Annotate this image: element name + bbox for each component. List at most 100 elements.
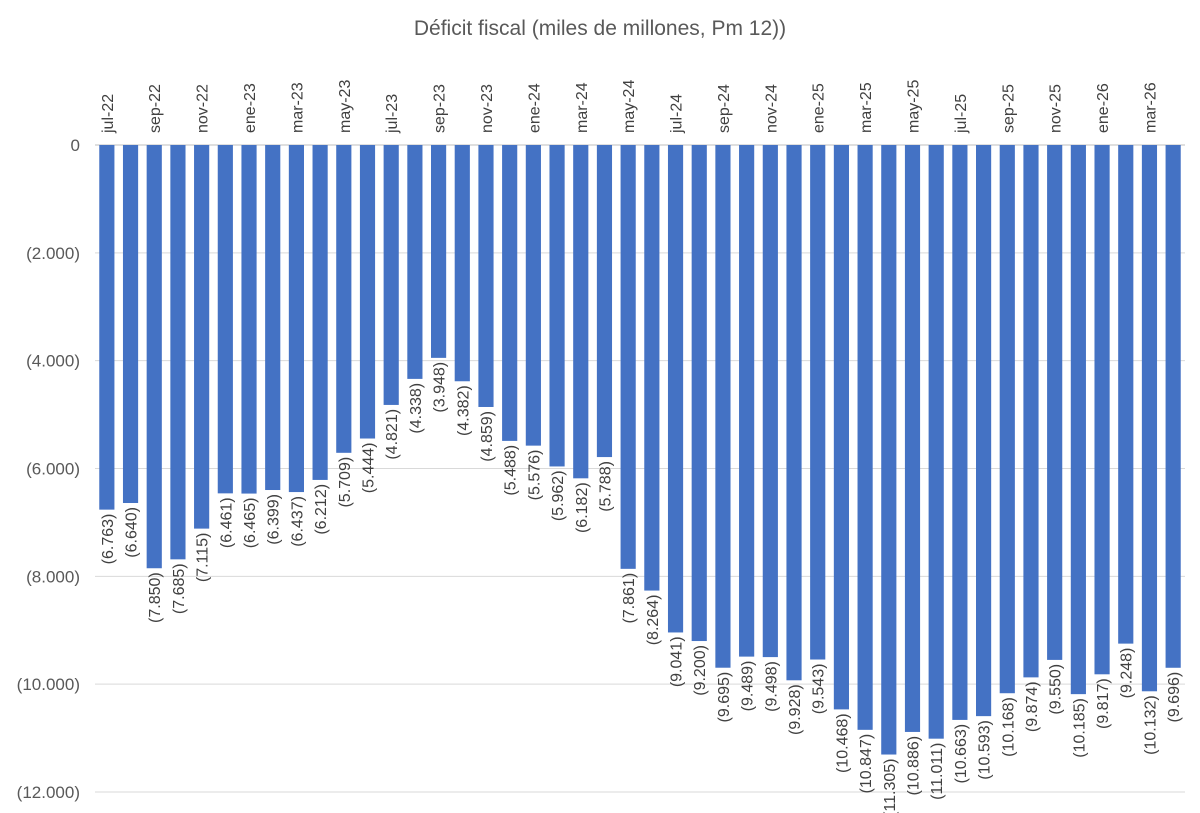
x-tick-label: mar-25 bbox=[858, 82, 875, 133]
y-axis-ticks: 0 (2.000) (4.000) (6.000) (8.000) (10.000) (12… bbox=[17, 136, 80, 802]
x-tick-label: mar-24 bbox=[574, 82, 591, 133]
bar-sep-24 bbox=[715, 145, 731, 668]
bar-feb-23 bbox=[265, 145, 281, 491]
data-label: (6.212) bbox=[313, 484, 330, 535]
data-label: (9.248) bbox=[1119, 648, 1136, 699]
bar-abr-25 bbox=[881, 145, 897, 755]
data-label: (9.695) bbox=[716, 672, 733, 723]
bar-sep-22 bbox=[146, 145, 162, 569]
bar-abr-23 bbox=[312, 145, 328, 480]
x-tick-label: jul-23 bbox=[384, 94, 401, 134]
bar-oct-24 bbox=[739, 145, 755, 657]
bar-jul-25 bbox=[952, 145, 968, 720]
data-label: (9.041) bbox=[669, 636, 686, 687]
bar-ago-24 bbox=[691, 145, 707, 642]
data-label: (9.928) bbox=[787, 684, 804, 735]
bar-nov-22 bbox=[194, 145, 210, 529]
x-tick-label: ene-26 bbox=[1095, 83, 1112, 133]
data-label: (6.182) bbox=[574, 482, 591, 533]
bar-may-24 bbox=[620, 145, 636, 569]
data-label: (6.461) bbox=[218, 497, 235, 548]
bar-dic-22 bbox=[217, 145, 233, 494]
bar-jul-24 bbox=[667, 145, 684, 633]
data-label: (10.132) bbox=[1142, 695, 1159, 755]
data-label: (5.788) bbox=[597, 461, 614, 512]
data-label: (5.576) bbox=[526, 450, 543, 501]
data-label: (9.874) bbox=[1024, 681, 1041, 732]
bar-ene-26 bbox=[1094, 145, 1110, 675]
y-tick-label: 0 bbox=[71, 136, 80, 155]
x-tick-label: jul-24 bbox=[669, 94, 686, 134]
data-label: (9.550) bbox=[1048, 664, 1065, 715]
bar-abr-26 bbox=[1165, 145, 1181, 668]
x-tick-label: mar-23 bbox=[289, 82, 306, 133]
data-label: (5.709) bbox=[337, 457, 354, 508]
bar-ene-24 bbox=[525, 145, 541, 446]
data-label: (6.640) bbox=[124, 507, 141, 558]
x-tick-label: may-24 bbox=[621, 80, 638, 133]
bar-ago-25 bbox=[976, 145, 992, 717]
bar-jun-23 bbox=[359, 145, 376, 439]
data-label: (11.305) bbox=[882, 759, 899, 813]
x-tick-label: sep-22 bbox=[147, 84, 164, 133]
x-tick-label: jul-25 bbox=[953, 94, 970, 134]
data-label: (10.663) bbox=[953, 724, 970, 784]
data-label: (4.821) bbox=[384, 409, 401, 460]
data-label: (10.168) bbox=[1000, 697, 1017, 757]
data-label: (7.685) bbox=[171, 563, 188, 614]
bar-dic-24 bbox=[786, 145, 802, 681]
data-label: (4.859) bbox=[479, 411, 496, 462]
data-label: (7.861) bbox=[621, 573, 638, 624]
x-tick-label: may-25 bbox=[906, 80, 923, 133]
data-label: (6.399) bbox=[266, 494, 283, 545]
data-label: (9.489) bbox=[740, 661, 757, 712]
data-label: (4.338) bbox=[408, 383, 425, 434]
bar-jul-23 bbox=[383, 145, 399, 405]
data-label: (3.948) bbox=[432, 362, 449, 413]
bar-ago-23 bbox=[407, 145, 423, 379]
data-labels: (6.763) (6.640) (7.850) (7.685) (7.115) (6.46… bbox=[100, 362, 1183, 813]
data-label: (9.696) bbox=[1166, 672, 1183, 723]
data-label: (7.850) bbox=[147, 572, 164, 623]
bar-ene-23 bbox=[241, 145, 257, 494]
bar-mar-25 bbox=[857, 145, 873, 730]
bar-mar-23 bbox=[288, 145, 304, 493]
bar-feb-25 bbox=[833, 145, 849, 710]
bar-abr-24 bbox=[596, 145, 613, 458]
bar-oct-23 bbox=[454, 145, 470, 382]
bar-sep-25 bbox=[999, 145, 1015, 694]
data-label: (10.593) bbox=[977, 720, 994, 780]
data-label: (7.115) bbox=[195, 533, 212, 583]
x-tick-label: sep-24 bbox=[716, 84, 733, 133]
bar-ago-22 bbox=[122, 145, 139, 504]
data-label: (9.200) bbox=[692, 645, 709, 696]
data-label: (8.264) bbox=[645, 595, 662, 646]
y-tick-label: (8.000) bbox=[26, 567, 80, 586]
data-label: (4.382) bbox=[455, 385, 472, 436]
bar-oct-25 bbox=[1023, 145, 1039, 678]
x-tick-label: nov-23 bbox=[479, 84, 496, 133]
data-label: (6.437) bbox=[289, 496, 306, 547]
bar-nov-25 bbox=[1047, 145, 1063, 660]
data-label: (5.444) bbox=[361, 443, 378, 494]
data-label: (11.011) bbox=[929, 743, 946, 800]
data-label: (10.185) bbox=[1071, 698, 1088, 758]
bar-feb-24 bbox=[549, 145, 565, 467]
bar-nov-24 bbox=[762, 145, 778, 658]
x-tick-label: may-23 bbox=[337, 80, 354, 133]
bar-oct-22 bbox=[170, 145, 186, 560]
x-tick-label: nov-22 bbox=[195, 84, 212, 133]
data-label: (10.847) bbox=[858, 734, 875, 794]
data-label: (5.488) bbox=[503, 445, 520, 496]
x-tick-label: mar-26 bbox=[1142, 82, 1159, 133]
bar-mar-26 bbox=[1141, 145, 1158, 692]
bar-sep-23 bbox=[431, 145, 447, 358]
bar-ene-25 bbox=[810, 145, 826, 660]
x-tick-label: nov-24 bbox=[763, 84, 780, 133]
y-tick-label: (10.000) bbox=[17, 675, 80, 694]
bar-dic-23 bbox=[502, 145, 518, 441]
y-tick-label: (4.000) bbox=[26, 352, 80, 371]
data-label: (6.763) bbox=[100, 514, 117, 565]
